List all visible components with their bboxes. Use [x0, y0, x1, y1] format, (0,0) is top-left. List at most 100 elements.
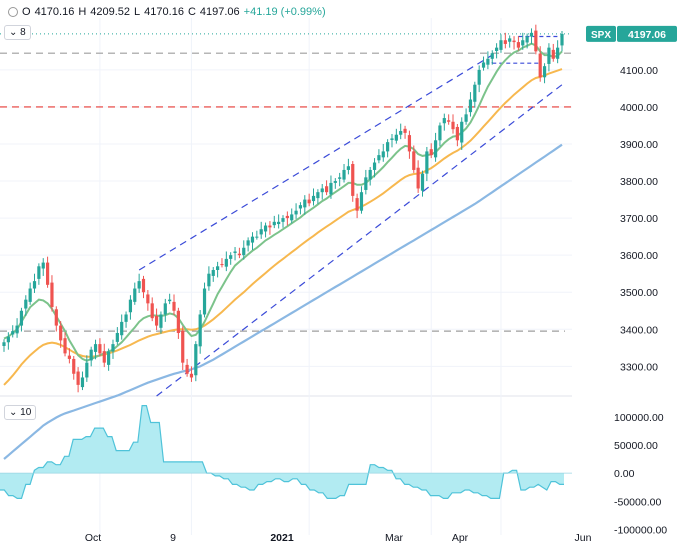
candle [54, 306, 58, 332]
candle-body [168, 299, 172, 302]
candle-body [521, 40, 525, 46]
y-tick-label: 3900.00 [620, 139, 658, 151]
candle [72, 355, 76, 380]
candle-body [294, 210, 298, 215]
candle [525, 33, 529, 49]
candle-body [298, 205, 303, 209]
candle [342, 164, 346, 183]
y-tick-label: 3500.00 [620, 287, 658, 299]
ohlc-legend: O 4170.16 H 4209.52 L 4170.16 C 4197.06 +41.… [8, 6, 326, 18]
candle [307, 193, 311, 207]
candle-body [154, 315, 159, 326]
candle [394, 128, 398, 144]
candle-body [359, 192, 364, 211]
open-value: 4170.16 [34, 6, 75, 18]
candle [407, 130, 412, 159]
candle-body [45, 262, 50, 285]
candle-body [464, 114, 468, 122]
oscillator-area [0, 405, 564, 499]
osc-y-tick-label: -100000.00 [614, 524, 667, 536]
candle-body [141, 278, 146, 293]
candle [285, 211, 289, 226]
candle-body [342, 169, 346, 180]
candle-body [242, 247, 246, 256]
candle [460, 117, 464, 150]
candle [490, 50, 494, 65]
candle [128, 295, 133, 320]
candle-body [28, 288, 32, 302]
candle [111, 339, 115, 359]
candle-body [50, 282, 54, 308]
y-tick-label: 3600.00 [620, 250, 658, 262]
candle [529, 28, 534, 44]
candle-body [372, 162, 377, 170]
candle [508, 35, 512, 48]
candle-body [72, 358, 76, 374]
candle [311, 188, 316, 206]
candle [85, 355, 89, 382]
candle-body [425, 151, 429, 174]
candle-body [495, 47, 499, 51]
candle [499, 34, 503, 53]
candle-body [185, 364, 189, 374]
candle-body [163, 303, 167, 315]
candle-body [534, 30, 538, 52]
y-tick-label: 4100.00 [620, 65, 658, 77]
visibility-dot-icon[interactable] [8, 7, 18, 17]
top-indicator-toggle[interactable]: ⌄ 8 [4, 25, 31, 40]
candle [416, 160, 420, 193]
candle-body [399, 131, 403, 135]
candle-body [15, 325, 19, 334]
candle-body [24, 299, 28, 309]
candle [534, 24, 538, 55]
candle [268, 221, 272, 235]
candle [442, 113, 446, 131]
candle [464, 108, 468, 125]
candle-body [277, 221, 281, 225]
candle [477, 65, 481, 93]
candle [451, 114, 455, 134]
candle-body [67, 355, 71, 359]
candle [495, 43, 499, 59]
candle [372, 158, 377, 178]
close-value: 4197.06 [199, 6, 240, 18]
candle-body [442, 118, 446, 124]
candle-body [499, 40, 503, 50]
y-tick-label: 3700.00 [620, 213, 658, 225]
osc-y-tick-label: 50000.00 [614, 440, 658, 452]
candle [294, 203, 298, 219]
candle [503, 32, 507, 49]
candle-body [255, 236, 259, 238]
candle-body [368, 169, 372, 180]
candle [355, 193, 359, 219]
candle [120, 314, 124, 340]
candle [154, 308, 159, 331]
candle-body [324, 186, 329, 193]
candle [76, 367, 80, 393]
open-label: O [22, 6, 31, 18]
candle-body [250, 236, 255, 243]
candle-body [329, 182, 333, 195]
candle [98, 338, 102, 357]
candle [168, 293, 172, 305]
candle-body [529, 32, 534, 37]
candle [207, 266, 211, 291]
candle-body [525, 36, 529, 43]
candle-body [538, 53, 542, 78]
candle-body [224, 258, 228, 267]
candle-body [202, 288, 207, 315]
bottom-indicator-toggle[interactable]: ⌄ 10 [4, 405, 37, 420]
candle [377, 149, 381, 164]
candle [425, 146, 429, 182]
candle [93, 339, 98, 360]
candle-body [447, 120, 451, 122]
candle [24, 295, 28, 316]
candle-body [216, 266, 220, 270]
candle-body [176, 310, 180, 333]
candle-body [59, 325, 63, 341]
candle-body [451, 121, 455, 130]
candle-body [481, 62, 486, 68]
high-value: 4209.52 [90, 6, 131, 18]
candle-body [455, 126, 459, 141]
